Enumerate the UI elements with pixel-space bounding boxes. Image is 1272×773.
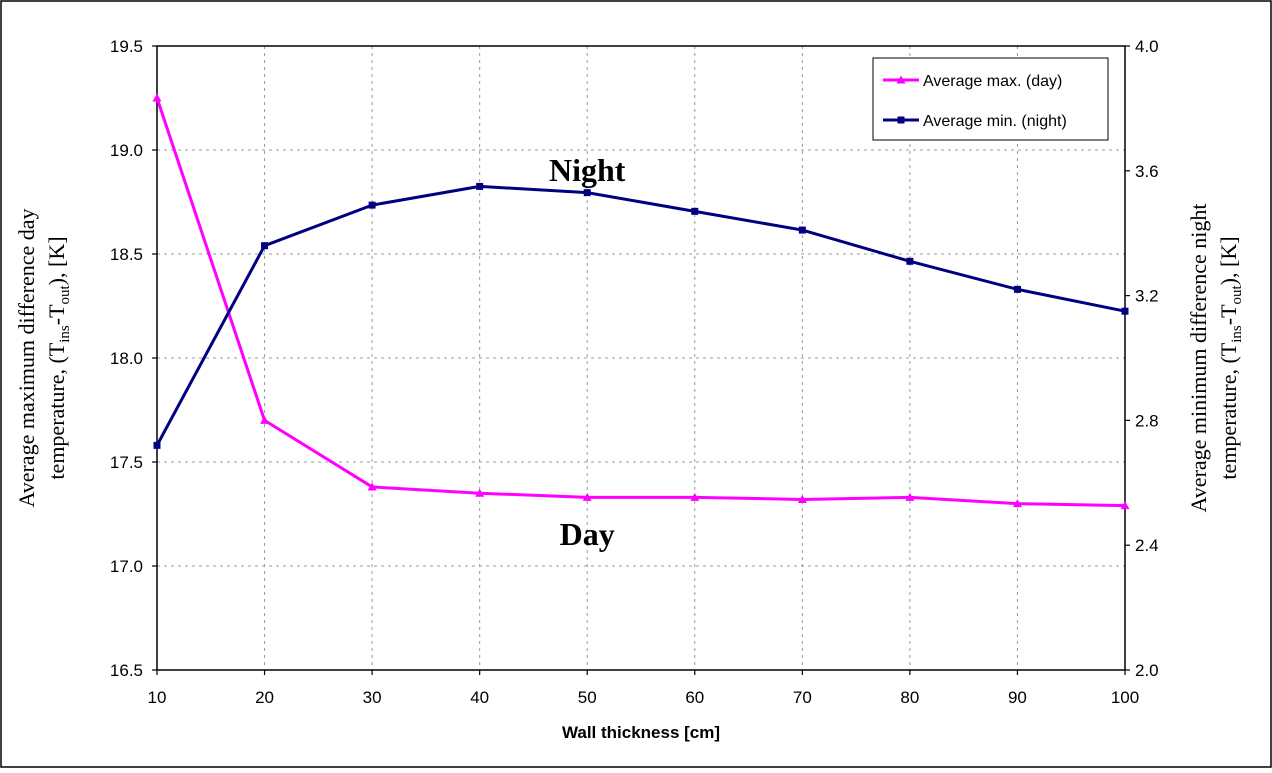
data-point-night <box>1013 285 1021 293</box>
axis-ticks: 10 20 30 40 50 60 70 80 90 100 16.5 17.0 17.5 18.0 18.… <box>110 37 1159 707</box>
axis-labels: Night Day Wall thickness [cm] Average maxim… <box>14 152 1245 742</box>
data-point-night <box>583 189 591 197</box>
x-tick-label: 80 <box>900 688 919 707</box>
data-point-day <box>690 492 700 501</box>
y-left-tick-label: 19.5 <box>110 37 143 56</box>
x-axis-title: Wall thickness [cm] <box>562 723 720 742</box>
data-point-night <box>1121 307 1129 315</box>
y-left-tick-label: 16.5 <box>110 661 143 680</box>
legend: Average max. (day) Average min. (night) <box>872 57 1109 141</box>
legend-box <box>872 57 1109 141</box>
x-tick-label: 10 <box>148 688 167 707</box>
y-right-axis-title-line2: temperature, (Tins-Tout), [K] <box>1216 236 1245 479</box>
y-right-tick-label: 2.4 <box>1135 536 1159 555</box>
legend-marker <box>896 75 906 84</box>
y-left-tick-label: 19.0 <box>110 141 143 160</box>
data-point-night <box>906 257 914 265</box>
annotation-night: Night <box>549 152 626 188</box>
y-right-tick-label: 2.0 <box>1135 661 1159 680</box>
data-point-day <box>1120 501 1130 510</box>
y-left-tick-label: 17.0 <box>110 557 143 576</box>
x-tick-label: 100 <box>1111 688 1139 707</box>
data-point-night <box>368 201 376 209</box>
x-tick-label: 60 <box>685 688 704 707</box>
y-left-tick-label: 18.0 <box>110 349 143 368</box>
y-left-axis-title: Average maximum difference day temperatur… <box>14 208 73 507</box>
data-point-night <box>798 226 806 234</box>
y-right-tick-label: 4.0 <box>1135 37 1159 56</box>
series-layer <box>152 93 1130 510</box>
x-tick-label: 30 <box>363 688 382 707</box>
data-point-day <box>260 415 270 424</box>
gridlines <box>157 46 1125 670</box>
y-right-axis-title: Average minimum difference night temperat… <box>1186 204 1245 513</box>
x-tick-label: 40 <box>470 688 489 707</box>
series-line-day <box>155 97 1126 508</box>
y-right-tick-label: 2.8 <box>1135 411 1159 430</box>
data-point-day <box>367 482 377 491</box>
data-point-night <box>153 441 161 449</box>
data-point-day <box>797 494 807 503</box>
x-tick-label: 50 <box>578 688 597 707</box>
data-point-day <box>905 492 915 501</box>
data-point-day <box>582 492 592 501</box>
series-line-night <box>155 184 1126 447</box>
y-right-axis-title-line1: Average minimum difference night <box>1186 204 1211 513</box>
data-point-day <box>152 93 162 102</box>
y-left-axis-title-line2: temperature, (Tins-Tout), [K] <box>44 236 73 479</box>
data-point-night <box>261 242 269 250</box>
y-right-tick-label: 3.2 <box>1135 287 1159 306</box>
x-tick-label: 20 <box>255 688 274 707</box>
legend-label: Average max. (day) <box>923 73 1062 90</box>
y-right-tick-label: 3.6 <box>1135 162 1159 181</box>
y-left-axis-title-line1: Average maximum difference day <box>14 208 39 507</box>
x-tick-label: 70 <box>793 688 812 707</box>
annotation-day: Day <box>560 516 615 552</box>
legend-label: Average min. (night) <box>923 113 1067 130</box>
data-point-day <box>1012 499 1022 508</box>
legend-marker <box>897 116 905 124</box>
data-point-night <box>691 207 699 215</box>
data-point-night <box>476 182 484 190</box>
x-tick-label: 90 <box>1008 688 1027 707</box>
y-left-tick-label: 17.5 <box>110 453 143 472</box>
data-point-day <box>475 488 485 497</box>
y-left-tick-label: 18.5 <box>110 245 143 264</box>
